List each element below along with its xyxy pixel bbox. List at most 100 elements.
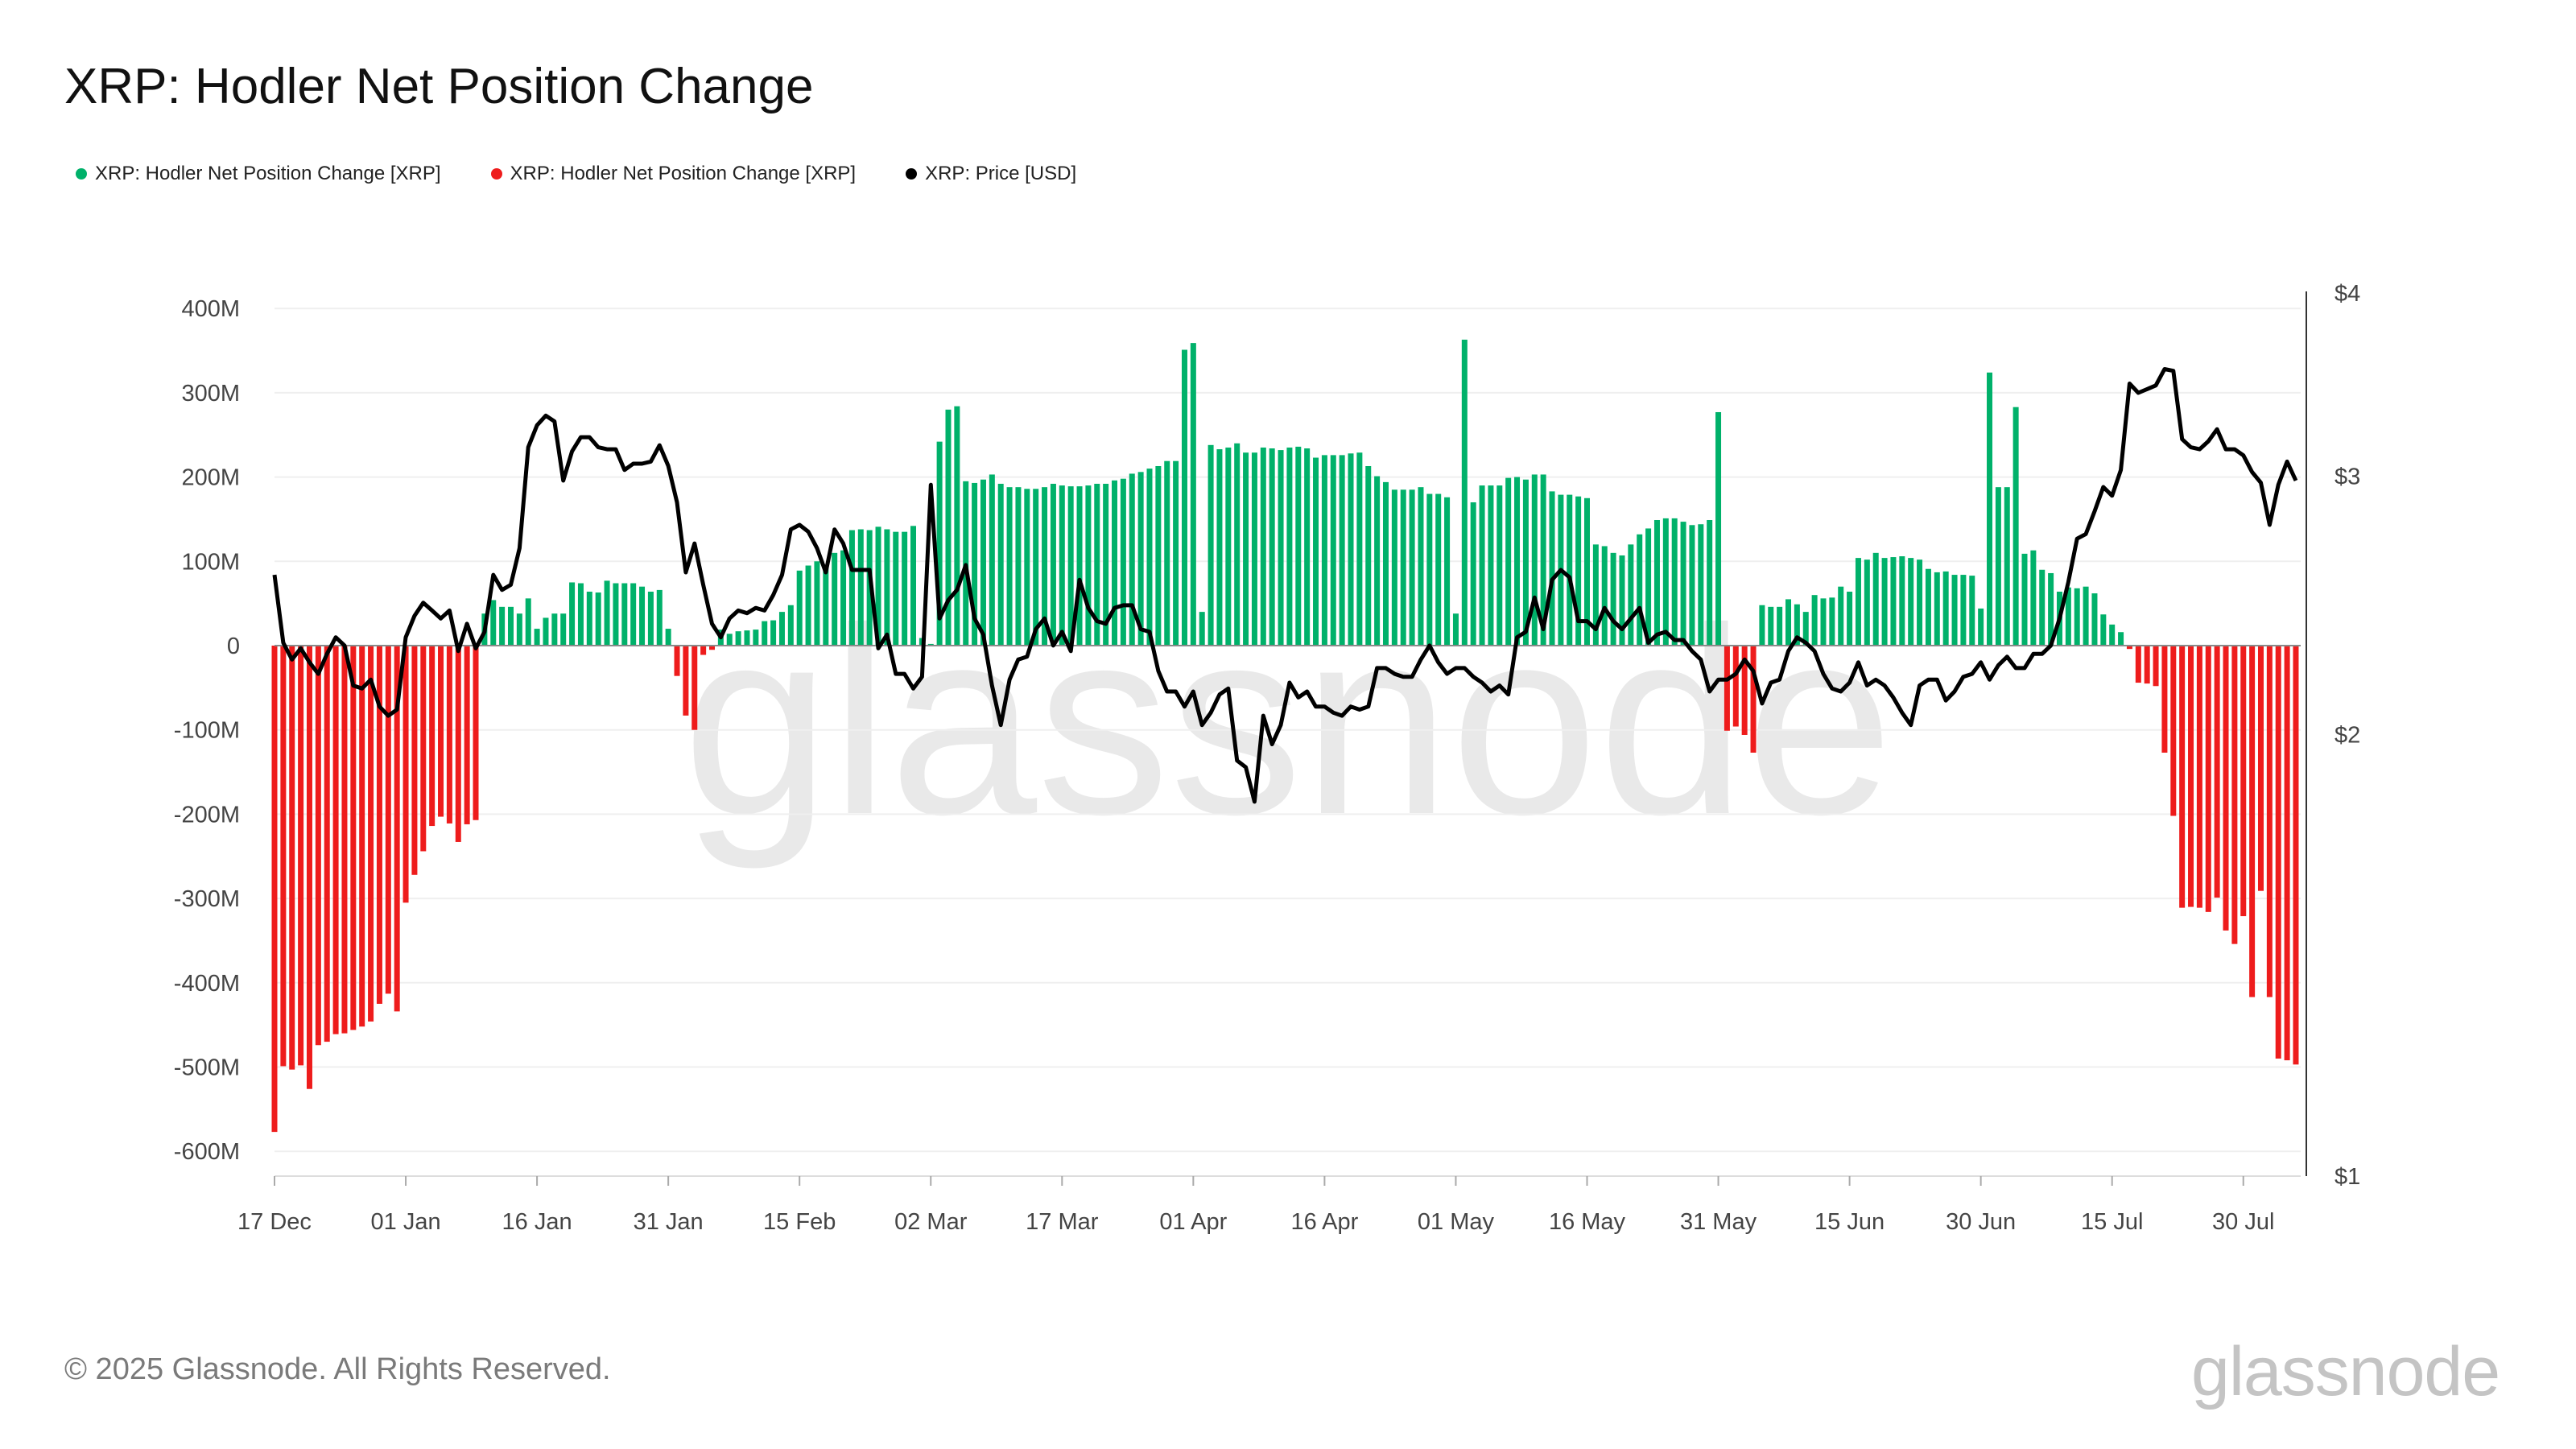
bar-positive bbox=[1330, 455, 1336, 646]
bar-positive bbox=[1137, 472, 1144, 646]
bar-negative bbox=[394, 646, 400, 1012]
bar-positive bbox=[1662, 518, 1669, 646]
bar-positive bbox=[525, 598, 531, 646]
bar-positive bbox=[1829, 597, 1835, 646]
bar-negative bbox=[2188, 646, 2194, 907]
bar-negative bbox=[2205, 646, 2211, 912]
bar-negative bbox=[1741, 646, 1748, 735]
y-tick-label: 400M bbox=[181, 296, 240, 322]
glassnode-logo: glassnode bbox=[2191, 1333, 2500, 1410]
bar-positive bbox=[1995, 487, 2001, 646]
bar-negative bbox=[438, 646, 444, 817]
legend-item-net-positive[interactable]: XRP: Hodler Net Position Change [XRP] bbox=[76, 163, 441, 185]
x-tick-label: 31 Jan bbox=[634, 1209, 704, 1235]
bar-positive bbox=[1050, 483, 1056, 646]
x-tick-label: 01 Apr bbox=[1159, 1209, 1227, 1235]
bar-positive bbox=[1872, 552, 1879, 646]
bar-negative bbox=[298, 646, 304, 1066]
bar-positive bbox=[1978, 608, 1984, 646]
bar-positive bbox=[1847, 591, 1853, 646]
bar-positive bbox=[1085, 485, 1092, 646]
bar-positive bbox=[1243, 452, 1249, 646]
y-tick-label: -400M bbox=[174, 971, 240, 997]
right-y-tick-label: $3 bbox=[2334, 464, 2360, 490]
bar-positive bbox=[551, 613, 558, 646]
bar-positive bbox=[639, 586, 646, 646]
bar-positive bbox=[1173, 460, 1179, 646]
bar-negative bbox=[2126, 646, 2132, 650]
bar-positive bbox=[1234, 443, 1241, 646]
x-tick-label: 15 Jun bbox=[1814, 1209, 1885, 1235]
bar-negative bbox=[280, 646, 287, 1067]
bar-positive bbox=[2109, 624, 2116, 646]
bar-negative bbox=[2144, 646, 2150, 684]
bar-positive bbox=[1514, 477, 1521, 646]
bar-negative bbox=[332, 646, 339, 1034]
bar-positive bbox=[1785, 599, 1792, 646]
bar-positive bbox=[997, 483, 1004, 646]
bar-negative bbox=[306, 646, 312, 1089]
bar-positive bbox=[1960, 575, 1967, 646]
bar-positive bbox=[1094, 483, 1100, 646]
y-tick-label: -300M bbox=[174, 886, 240, 912]
bar-positive bbox=[884, 529, 890, 646]
legend-item-price[interactable]: XRP: Price [USD] bbox=[906, 163, 1076, 185]
bar-positive bbox=[778, 612, 785, 646]
bar-positive bbox=[1409, 489, 1415, 646]
bar-positive bbox=[1917, 559, 1923, 646]
bar-positive bbox=[954, 406, 960, 646]
bar-negative bbox=[2196, 646, 2202, 908]
bar-positive bbox=[945, 409, 952, 646]
bar-positive bbox=[1628, 544, 1634, 646]
bar-negative bbox=[446, 646, 452, 824]
bar-negative bbox=[1750, 646, 1757, 753]
bar-negative bbox=[2284, 646, 2290, 1061]
bar-negative bbox=[464, 646, 470, 824]
bar-positive bbox=[1584, 497, 1590, 646]
bar-positive bbox=[980, 479, 986, 646]
bar-positive bbox=[1899, 556, 1905, 646]
x-tick-label: 15 Jul bbox=[2081, 1209, 2143, 1235]
bar-positive bbox=[805, 565, 811, 646]
bar-positive bbox=[2004, 487, 2010, 646]
bar-positive bbox=[1348, 453, 1354, 646]
bar-positive bbox=[1304, 448, 1311, 646]
legend-dot-black-icon bbox=[906, 168, 918, 180]
bar-positive bbox=[1759, 605, 1765, 646]
bar-negative bbox=[2223, 646, 2229, 931]
bar-positive bbox=[796, 570, 803, 646]
bar-positive bbox=[507, 606, 514, 646]
copyright: © 2025 Glassnode. All Rights Reserved. bbox=[64, 1352, 611, 1386]
bar-positive bbox=[1164, 460, 1170, 646]
bar-positive bbox=[936, 441, 943, 646]
bar-positive bbox=[770, 620, 777, 646]
price-line-group bbox=[272, 367, 2298, 804]
bar-positive bbox=[1689, 525, 1695, 646]
bar-negative bbox=[350, 646, 357, 1030]
bar-negative bbox=[683, 646, 689, 716]
bar-positive bbox=[1768, 606, 1774, 646]
bar-positive bbox=[927, 643, 934, 646]
legend: XRP: Hodler Net Position Change [XRP] XR… bbox=[76, 163, 1076, 185]
legend-item-net-negative[interactable]: XRP: Hodler Net Position Change [XRP] bbox=[490, 163, 856, 185]
bar-positive bbox=[1522, 479, 1529, 646]
bar-negative bbox=[315, 646, 321, 1046]
bar-positive bbox=[840, 550, 847, 646]
bar-positive bbox=[1076, 486, 1083, 646]
y-tick-label: 100M bbox=[181, 549, 240, 575]
bar-positive bbox=[2013, 407, 2019, 646]
bar-positive bbox=[2091, 593, 2098, 646]
bar-positive bbox=[1987, 372, 1993, 646]
bar-positive bbox=[1112, 480, 1118, 646]
bar-positive bbox=[1435, 493, 1442, 646]
bar-positive bbox=[1260, 447, 1266, 646]
x-tick-label: 02 Mar bbox=[894, 1209, 968, 1235]
x-tick-label: 16 May bbox=[1549, 1209, 1626, 1235]
right-y-tick-label: $2 bbox=[2334, 723, 2360, 749]
bar-positive bbox=[875, 526, 881, 646]
bar-positive bbox=[1382, 481, 1389, 646]
bar-positive bbox=[2039, 569, 2046, 646]
bar-positive bbox=[1042, 487, 1048, 646]
x-tick-label: 17 Dec bbox=[237, 1209, 312, 1235]
bar-positive bbox=[1934, 572, 1940, 646]
